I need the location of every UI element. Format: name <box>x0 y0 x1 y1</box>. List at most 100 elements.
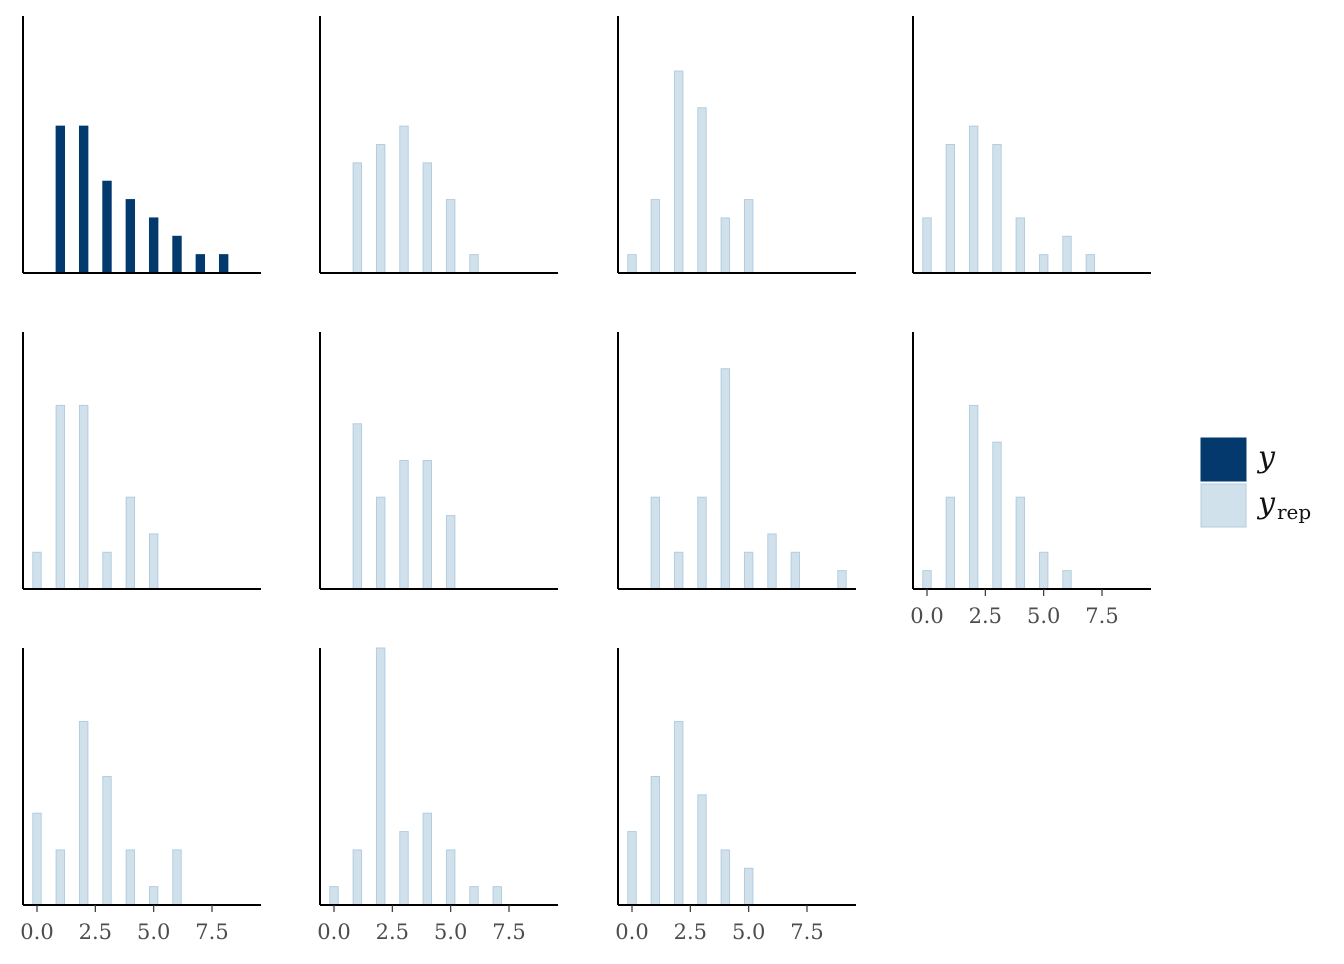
bar-panel7-x1 <box>650 496 661 590</box>
panel-10: 0.0 2.5 5.0 7.5 <box>317 647 558 944</box>
bar-panel10-x6 <box>469 886 479 906</box>
panel-11: 0.0 2.5 5.0 7.5 <box>615 648 856 944</box>
bar-panel2-x1 <box>352 162 363 274</box>
panel-5 <box>22 332 261 590</box>
bar-panel6-x2 <box>375 496 386 590</box>
bar-panel2-x2 <box>375 144 386 274</box>
bar-panel2-x6 <box>469 254 479 274</box>
bar-panel2-x4 <box>422 162 433 274</box>
panel-4 <box>912 16 1151 274</box>
bar-panel3-x5 <box>743 199 754 274</box>
bar-panel11-x5 <box>743 867 754 906</box>
bar-panel11-x2 <box>673 720 684 906</box>
x-tick-label: 0.0 <box>317 920 350 944</box>
x-tick-label: 2.5 <box>376 920 409 944</box>
legend: y y rep <box>1200 437 1311 528</box>
bar-panel4-x3 <box>992 144 1002 274</box>
bar-panel6-x5 <box>445 515 456 590</box>
bar-panel7-x3 <box>697 496 707 590</box>
bar-panel8-x1 <box>945 496 956 590</box>
bar-panel10-x2 <box>375 647 386 906</box>
bar-panel1-x7 <box>195 254 206 274</box>
bar-panel5-x4 <box>125 496 136 590</box>
bar-panel4-x0 <box>922 217 932 274</box>
x-tick-label: 0.0 <box>615 920 648 944</box>
x-tick-label: 0.0 <box>20 920 53 944</box>
panel-9: 0.0 2.5 5.0 7.5 <box>20 648 261 944</box>
bar-panel4-x2 <box>968 125 979 274</box>
bar-panel10-x7 <box>492 886 503 906</box>
bar-panel4-x5 <box>1038 254 1049 274</box>
bar-panel9-x0 <box>32 812 42 906</box>
bar-panel1-x5 <box>148 217 159 274</box>
bar-panel11-x4 <box>720 849 731 906</box>
bar-panel6-x1 <box>352 423 363 590</box>
bar-panel7-x5 <box>743 551 754 590</box>
bar-panel8-x4 <box>1015 496 1026 590</box>
x-tick-label: 5.0 <box>732 920 765 944</box>
panel-8: 0.0 2.5 5.0 7.5 <box>910 332 1151 628</box>
bar-panel8-x3 <box>992 441 1002 590</box>
bar-panel9-x2 <box>78 720 89 906</box>
panel-7 <box>617 332 856 590</box>
x-tick-label: 2.5 <box>79 920 112 944</box>
bar-panel8-x2 <box>968 404 979 590</box>
bar-panel9-x4 <box>125 849 136 906</box>
bar-panel3-x2 <box>673 70 684 274</box>
bar-panel3-x0 <box>627 254 637 274</box>
bar-panel1-x2 <box>78 125 89 274</box>
bar-panel1-x8 <box>218 254 229 274</box>
bar-panel9-x1 <box>55 849 66 906</box>
bar-panel8-x5 <box>1038 551 1049 590</box>
bar-panel10-x1 <box>352 849 363 906</box>
bar-panel10-x0 <box>329 886 339 906</box>
legend-key-yrep <box>1200 483 1247 528</box>
bar-panel5-x5 <box>148 533 159 590</box>
bar-panel4-x6 <box>1062 235 1072 274</box>
bar-panel8-x0 <box>922 570 932 590</box>
legend-label-yrep: y rep <box>1256 486 1311 524</box>
bar-panel5-x1 <box>55 404 66 590</box>
bar-panel1-x4 <box>125 199 136 274</box>
bar-panel6-x3 <box>399 460 409 590</box>
bar-panel3-x4 <box>720 217 731 274</box>
panel-3 <box>617 16 856 274</box>
bar-panel1-x3 <box>102 180 112 274</box>
panel-6 <box>319 332 558 590</box>
bar-panel10-x4 <box>422 812 433 906</box>
bar-panel5-x3 <box>102 551 112 590</box>
x-tick-label: 5.0 <box>434 920 467 944</box>
bar-panel4-x1 <box>945 144 956 274</box>
bar-panel9-x3 <box>102 776 112 906</box>
bar-panel10-x5 <box>445 849 456 906</box>
bar-panel1-x6 <box>172 235 182 274</box>
bar-panel7-x2 <box>673 551 684 590</box>
legend-label-y: y <box>1256 440 1276 475</box>
bar-panel7-x4 <box>720 368 731 590</box>
bar-panel3-x1 <box>650 199 661 274</box>
bar-panel7-x9 <box>837 570 847 590</box>
legend-key-y <box>1200 437 1247 482</box>
bar-panel9-x5 <box>148 886 159 906</box>
x-tick-label: 7.5 <box>195 920 228 944</box>
x-tick-label: 7.5 <box>492 920 525 944</box>
x-tick-label: 2.5 <box>969 604 1002 628</box>
x-tick-label: 7.5 <box>1085 604 1118 628</box>
bar-panel2-x5 <box>445 199 456 274</box>
x-tick-label: 0.0 <box>910 604 943 628</box>
bar-panel6-x4 <box>422 460 433 590</box>
bar-panel2-x3 <box>399 125 409 274</box>
bar-panel8-x6 <box>1062 570 1072 590</box>
bar-panel1-x1 <box>55 125 66 274</box>
bar-panel11-x3 <box>697 794 707 906</box>
panel-2 <box>319 16 558 274</box>
bar-panel3-x3 <box>697 107 707 274</box>
bar-panel4-x4 <box>1015 217 1026 274</box>
bar-panel7-x6 <box>767 533 777 590</box>
bar-panel4-x7 <box>1085 254 1096 274</box>
bar-panel11-x1 <box>650 776 661 906</box>
panel-1 <box>22 16 261 274</box>
bar-panel10-x3 <box>399 831 409 906</box>
bar-panel11-x0 <box>627 831 637 906</box>
